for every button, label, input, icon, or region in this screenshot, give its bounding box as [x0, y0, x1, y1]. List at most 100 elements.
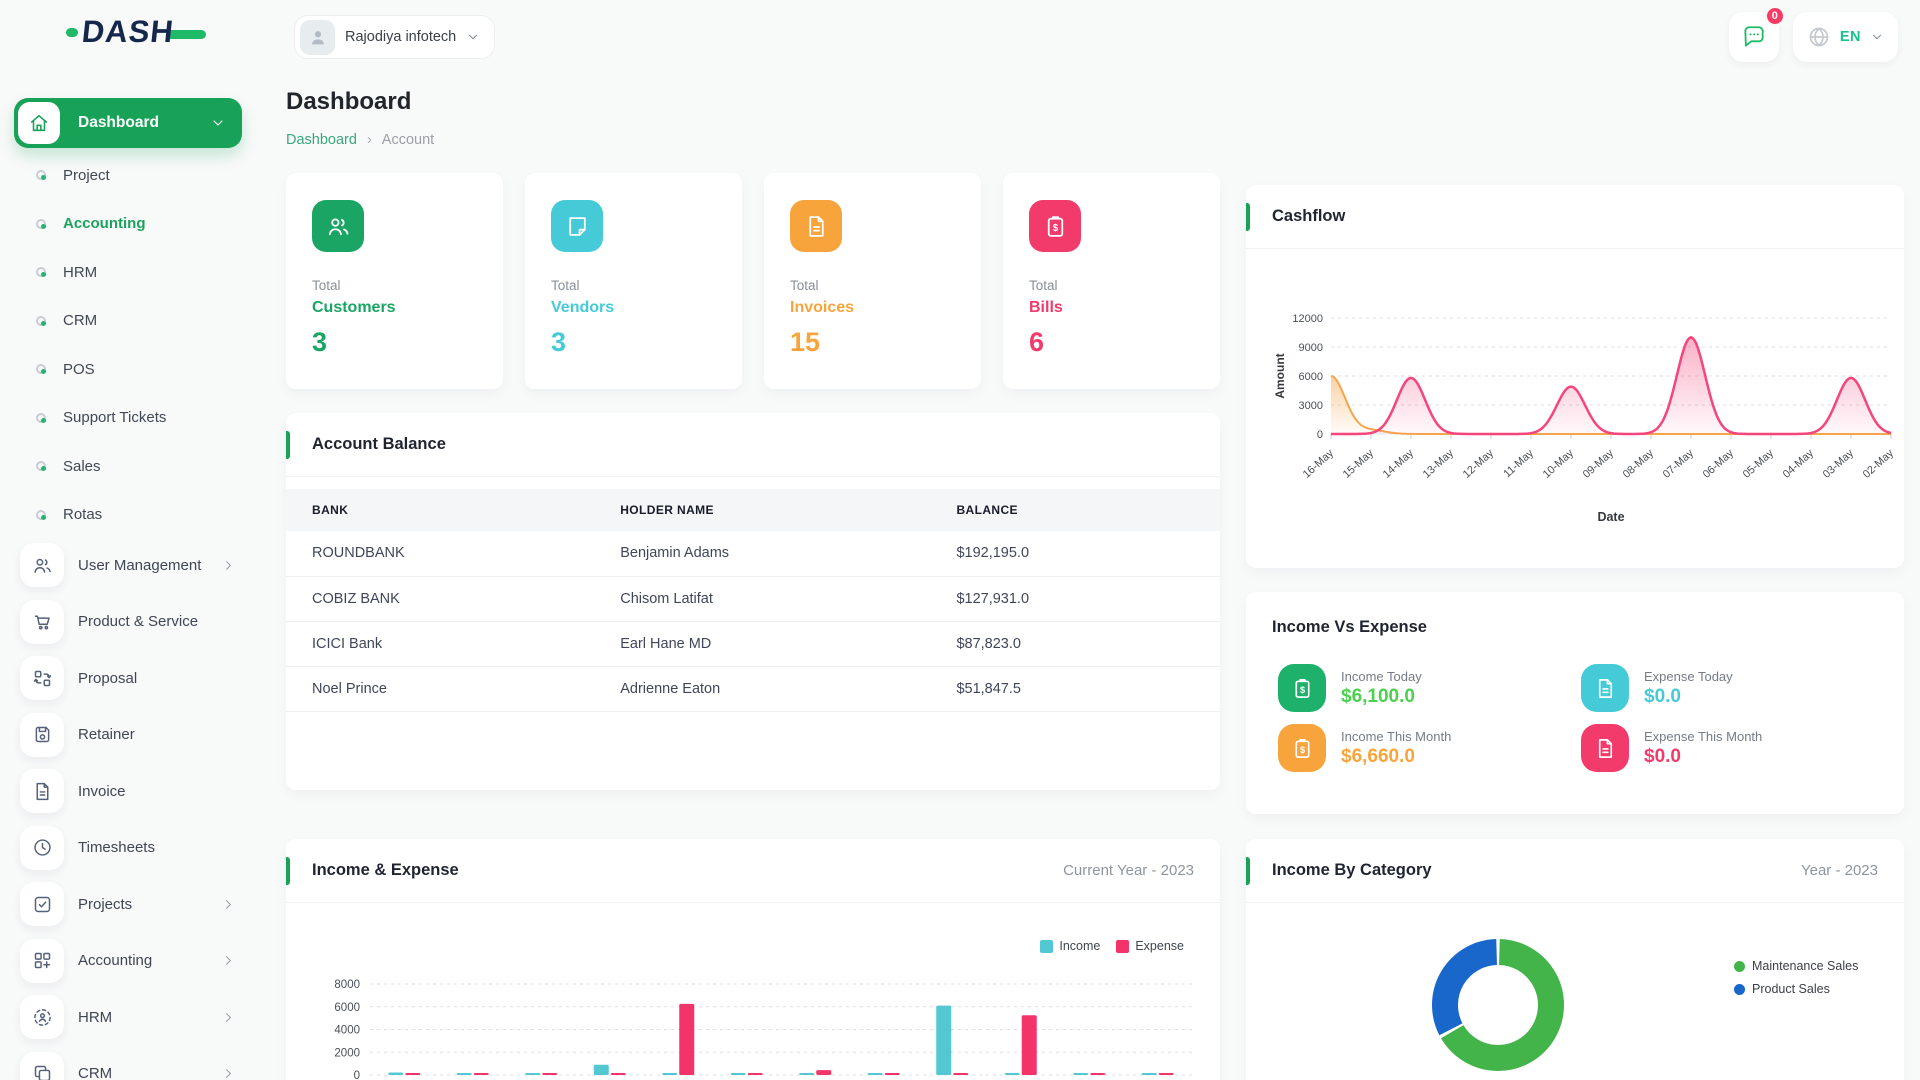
legend-dot [1734, 983, 1745, 995]
table-cell: COBIZ BANK [286, 576, 595, 622]
chevron-right-icon [221, 558, 236, 573]
panel-period: Current Year - 2023 [1063, 862, 1194, 879]
stat-expense-this-month: Expense This Month $0.0 [1581, 724, 1884, 772]
notification-badge: 0 [1764, 6, 1785, 26]
table-cell: $87,823.0 [930, 621, 1220, 667]
svg-text:14-May: 14-May [1381, 447, 1417, 481]
stat-label: Income This Month [1341, 728, 1452, 744]
svg-text:0: 0 [1317, 429, 1323, 441]
sidebar-subitem-support-tickets[interactable]: Support Tickets [0, 394, 260, 443]
topbar-actions: 0 EN [1728, 6, 1898, 62]
bullet-icon [36, 364, 46, 375]
sidebar-item-user-management[interactable]: User Management [0, 537, 260, 594]
sidebar-item-hrm[interactable]: HRM [0, 989, 260, 1046]
save-icon [20, 712, 64, 757]
chart-legend: Maintenance Sales Product Sales [1734, 959, 1858, 996]
panel-title: Income & Expense [312, 861, 459, 879]
sidebar-subitem-accounting[interactable]: Accounting [0, 200, 260, 249]
breadcrumb: Dashboard › Account [286, 132, 434, 148]
sidebar-subitem-crm[interactable]: CRM [0, 297, 260, 346]
sidebar-item-label: Invoice [78, 782, 126, 800]
stat-income-today: $ Income Today $6,100.0 [1278, 664, 1581, 712]
sidebar-subitem-pos[interactable]: POS [0, 345, 260, 394]
person-dashed-icon [20, 995, 64, 1040]
sidebar-subitem-label: Accounting [63, 215, 146, 233]
sidebar-item-label: Product & Service [78, 613, 199, 631]
legend-swatch [1040, 939, 1054, 953]
globe-icon [1807, 25, 1831, 49]
sidebar-item-dashboard[interactable]: Dashboard [14, 98, 242, 148]
sidebar-item-label: Timesheets [78, 839, 155, 857]
language-label: EN [1839, 29, 1861, 45]
panel-title: Income Vs Expense [1272, 618, 1427, 636]
sidebar-item-label: User Management [78, 556, 202, 574]
svg-text:$: $ [1052, 223, 1058, 234]
sidebar-item-proposal[interactable]: Proposal [0, 650, 260, 707]
note-icon [551, 200, 603, 252]
svg-text:05-May: 05-May [1741, 447, 1777, 481]
avatar [300, 19, 335, 55]
card-prefix: Total [1029, 278, 1058, 293]
sidebar-subitem-rotas[interactable]: Rotas [0, 491, 260, 540]
svg-text:4000: 4000 [334, 1025, 360, 1037]
cashflow-panel: Cashflow 0 3000 6000 9000 12000 16-May 15-May 1… [1246, 185, 1904, 568]
clipboard-dollar-icon: $ [1278, 724, 1326, 772]
sidebar-item-invoice[interactable]: Invoice [0, 763, 260, 820]
stat-label: Income Today [1341, 668, 1422, 684]
app-logo[interactable]: DASH [66, 14, 206, 50]
svg-text:06-May: 06-May [1701, 447, 1737, 481]
svg-text:07-May: 07-May [1661, 447, 1697, 481]
panel-header: Cashflow [1246, 185, 1904, 249]
page-title: Dashboard [286, 88, 412, 115]
svg-text:08-May: 08-May [1621, 447, 1657, 481]
proposal-icon [20, 656, 64, 701]
table-cell: ICICI Bank [286, 621, 595, 667]
breadcrumb-separator: › [366, 132, 372, 148]
income-vs-expense-panel: Income Vs Expense $ Income Today $6,100.0 E… [1246, 592, 1904, 814]
sidebar-item-retainer[interactable]: Retainer [0, 707, 260, 764]
home-icon [18, 102, 60, 144]
column-header: BANK [286, 489, 595, 531]
sidebar-item-projects[interactable]: Projects [0, 876, 260, 933]
table-row: Noel Prince Adrienne Eaton $51,847.5 [286, 666, 1220, 712]
table-cell: $51,847.5 [930, 666, 1220, 712]
workspace-selector[interactable]: Rajodiya infotech [294, 15, 496, 59]
sidebar-item-accounting[interactable]: Accounting [0, 933, 260, 990]
accent-bar [1246, 203, 1250, 231]
sidebar-item-label: Proposal [78, 669, 138, 687]
summary-cards: Total Customers 3 Total Vendors 3 Total Invoice… [286, 173, 1220, 389]
svg-text:13-May: 13-May [1421, 447, 1457, 481]
card-label: Invoices [790, 299, 855, 316]
panel-header: Account Balance [286, 413, 1220, 477]
sidebar-menu: User Management Product & Service Proposal… [0, 537, 260, 1080]
sidebar-item-product-service[interactable]: Product & Service [0, 594, 260, 651]
chevron-down-icon [1870, 30, 1884, 44]
svg-text:11-May: 11-May [1501, 447, 1536, 480]
language-selector[interactable]: EN [1792, 12, 1898, 62]
bullet-icon [36, 315, 46, 326]
stat-income-this-month: $ Income This Month $6,660.0 [1278, 724, 1581, 772]
accent-bar [286, 857, 290, 885]
legend-dot [1734, 960, 1745, 972]
sidebar-subitem-hrm[interactable]: HRM [0, 248, 260, 297]
svg-text:10-May: 10-May [1541, 447, 1577, 481]
sidebar-item-crm[interactable]: CRM [0, 1046, 260, 1080]
sidebar-subitem-sales[interactable]: Sales [0, 442, 260, 491]
sidebar-subitem-label: CRM [63, 312, 98, 330]
svg-text:02-May: 02-May [1861, 447, 1897, 481]
svg-text:12000: 12000 [1292, 313, 1323, 325]
table-row: COBIZ BANK Chisom Latifat $127,931.0 [286, 576, 1220, 622]
svg-text:Date: Date [1597, 510, 1624, 524]
panel-title: Cashflow [1272, 207, 1346, 225]
workspace-name: Rajodiya infotech [345, 29, 457, 45]
breadcrumb-link-dashboard[interactable]: Dashboard [286, 132, 357, 148]
logo-text: DASH [80, 14, 176, 49]
person-icon [307, 26, 329, 48]
bullet-icon [36, 218, 46, 229]
sidebar-subitem-project[interactable]: Project [0, 151, 260, 200]
svg-text:$: $ [1299, 744, 1304, 754]
panel-header: Income By Category Year - 2023 [1246, 839, 1904, 903]
messages-button[interactable]: 0 [1728, 6, 1785, 62]
cart-icon [20, 599, 64, 644]
sidebar-item-timesheets[interactable]: Timesheets [0, 820, 260, 877]
